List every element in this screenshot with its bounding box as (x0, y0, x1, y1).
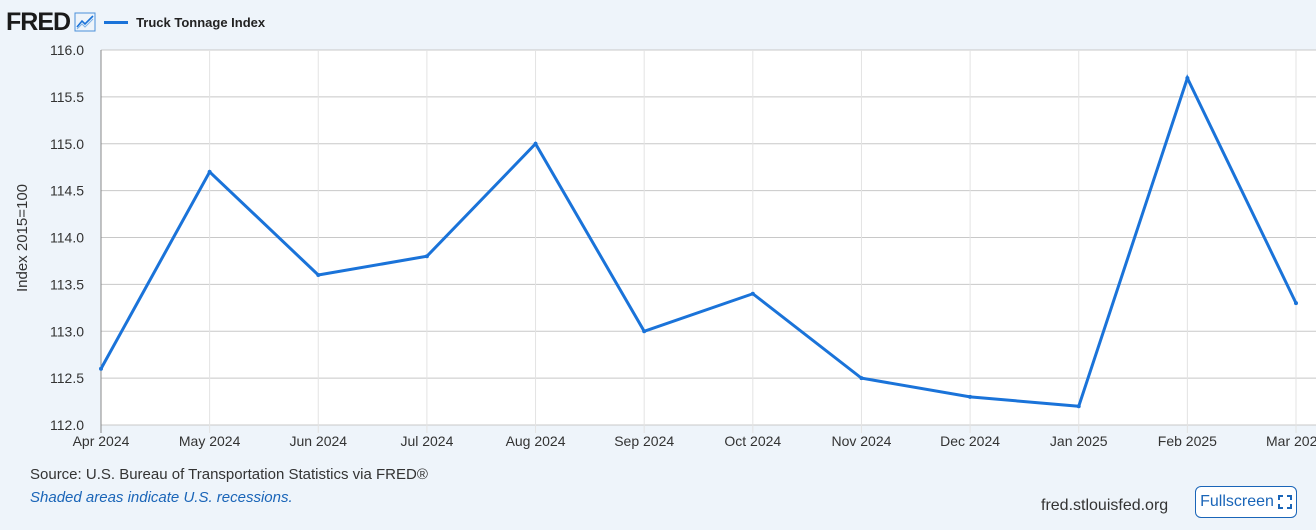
y-tick-label: 113.0 (50, 323, 84, 339)
y-tick-label: 116.0 (50, 42, 84, 58)
data-point[interactable] (1294, 301, 1298, 306)
expand-icon (1277, 495, 1292, 509)
data-point[interactable] (99, 366, 103, 371)
data-point[interactable] (750, 291, 755, 296)
source-note: Source: U.S. Bureau of Transportation St… (30, 466, 428, 483)
legend-swatch (104, 20, 129, 24)
data-point[interactable] (859, 376, 864, 381)
legend: Truck Tonnage Index (104, 15, 265, 30)
y-tick-label: 115.5 (50, 89, 84, 105)
x-tick-label: Feb 2025 (1158, 433, 1217, 449)
data-point[interactable] (1076, 404, 1081, 409)
x-tick-label: May 2024 (179, 433, 241, 449)
data-point[interactable] (642, 329, 647, 334)
x-tick-label: Mar 202 (1266, 433, 1316, 449)
data-point[interactable] (968, 394, 973, 399)
y-tick-label: 115.0 (50, 136, 84, 152)
data-point[interactable] (207, 169, 212, 174)
series-group (99, 74, 1298, 409)
site-url: fred.stlouisfed.org (1041, 497, 1169, 514)
data-point[interactable] (424, 254, 429, 259)
header: FRED Truck Tonnage Index (6, 8, 265, 36)
x-tick-label: Oct 2024 (724, 433, 781, 449)
y-tick-label: 112.5 (50, 370, 84, 386)
y-tick-label: 114.0 (50, 230, 84, 246)
x-tick-label: Dec 2024 (940, 433, 1000, 449)
x-tick-label: Aug 2024 (506, 433, 566, 449)
x-tick-label: Apr 2024 (73, 433, 130, 449)
y-tick-label: 112.0 (50, 417, 84, 433)
y-tick-label: 114.5 (50, 183, 84, 199)
x-axis-ticks: Apr 2024 May 2024 Jun 2024 Jul 2024 Aug 2024… (73, 50, 1316, 449)
data-point[interactable] (1185, 76, 1190, 81)
y-axis-label: Index 2015=100 (14, 184, 31, 292)
chart: 112.0 112.5 113.0 113.5 114.0 114.5 115.0 115.5… (14, 42, 1316, 449)
x-tick-label: Jul 2024 (400, 433, 453, 449)
data-point[interactable] (533, 141, 538, 146)
y-tick-label: 113.5 (50, 276, 84, 292)
x-tick-label: Nov 2024 (831, 433, 891, 449)
legend-label[interactable]: Truck Tonnage Index (136, 14, 266, 30)
data-point[interactable] (316, 273, 321, 277)
y-axis-ticks: 112.0 112.5 113.0 113.5 114.0 114.5 115.0 115.5… (50, 42, 84, 433)
line-chart-icon (74, 12, 96, 32)
grid-lines (101, 49, 1316, 426)
fred-logo[interactable]: FRED (6, 7, 71, 36)
x-tick-label: Jun 2024 (289, 433, 347, 449)
recession-note: Shaded areas indicate U.S. recessions. (30, 489, 293, 506)
x-tick-label: Sep 2024 (614, 433, 674, 449)
fullscreen-label: Fullscreen (1200, 493, 1274, 510)
series-line[interactable] (99, 74, 1298, 408)
x-tick-label: Jan 2025 (1050, 433, 1108, 449)
fullscreen-button[interactable]: Fullscreen (1195, 486, 1297, 518)
